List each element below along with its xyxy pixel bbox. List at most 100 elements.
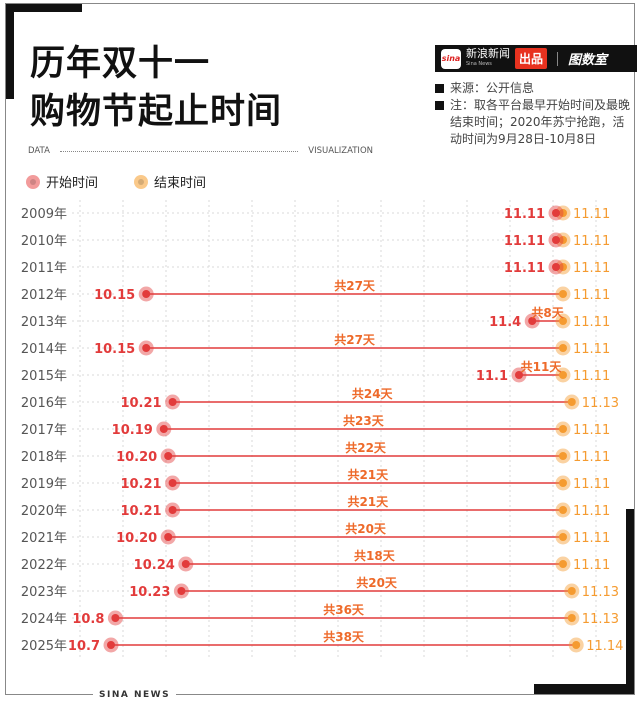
legend-label: 结束时间 [154,176,207,191]
footer-label: SINA NEWS [93,690,177,700]
duration-label: 共27天 [334,332,376,347]
start-point [168,479,177,487]
end-point [559,317,567,325]
duration-label: 共20天 [356,575,398,590]
start-point [142,344,151,352]
year-label: 2020年 [21,504,67,519]
sina-logo-icon: sina [441,48,461,69]
duration-label: 共36天 [323,602,365,617]
start-label: 10.24 [134,558,175,573]
bullet-square-icon [435,101,444,110]
end-label: 11.13 [582,585,619,600]
duration-label: 共38天 [323,629,365,644]
brand-bar: sina 新浪新闻 Sina News 出品 图数室 [435,45,637,72]
brand-name: 新浪新闻 Sina News [466,46,510,69]
brand-name-cn: 新浪新闻 [466,46,510,60]
end-point [559,506,567,514]
duration-label: 共27天 [334,278,376,293]
year-label: 2022年 [21,558,67,573]
end-label: 11.11 [573,342,610,357]
frame [5,3,635,695]
end-label: 11.11 [573,288,610,303]
start-point [164,533,173,541]
start-point [111,614,120,622]
brand-badge: 出品 [515,48,548,69]
legend-label: 开始时间 [46,176,99,191]
duration-label: 共20天 [345,521,387,536]
end-point [559,371,567,379]
chart-title: 历年双十一 购物节起止时间 [30,40,282,136]
notes: 来源：公开信息 注：取各平台最早开始时间及最晚结束时间；2020年苏宁抢跑，活动… [435,80,635,148]
end-label: 11.11 [573,369,610,384]
duration-label: 共22天 [345,440,387,455]
year-label: 2016年 [21,396,67,411]
start-point [181,560,190,568]
year-label: 2011年 [21,261,67,276]
end-label: 11.11 [573,315,610,330]
year-label: 2009年 [21,207,67,222]
start-label: 11.11 [504,207,545,222]
end-label: 11.11 [573,423,610,438]
start-point [168,506,177,514]
start-label: 11.11 [504,261,545,276]
visualization-label: VISUALIZATION [308,146,373,156]
legend-item-end: 结束时间 [134,172,206,191]
start-point [515,371,523,379]
end-point [559,236,567,244]
year-label: 2017年 [21,423,67,438]
year-label: 2014年 [21,342,67,357]
start-label: 10.20 [116,450,157,465]
start-label: 10.20 [116,531,157,546]
brand-name-en: Sina News [466,60,492,67]
end-point [567,398,576,406]
end-point [572,641,581,649]
corner-decoration [6,4,14,99]
start-label: 10.23 [129,585,170,600]
year-label: 2025年 [21,639,67,654]
note-remark: 注：取各平台最早开始时间及最晚结束时间；2020年苏宁抢跑，活动时间为9月28日… [435,97,635,148]
end-point [567,614,576,622]
corner-decoration [534,684,634,694]
title-line-2: 购物节起止时间 [30,92,283,132]
start-point [528,317,537,325]
end-label: 11.11 [573,477,610,492]
note-text: 注：取各平台最早开始时间及最晚结束时间；2020年苏宁抢跑，活动时间为9月28日… [450,98,631,146]
end-label: 11.13 [582,612,619,627]
end-point [559,425,567,433]
end-label: 11.11 [573,450,610,465]
start-point [552,236,560,244]
start-point [177,587,186,595]
legend-item-start: 开始时间 [26,172,98,191]
duration-label: 共8天 [531,305,564,320]
start-label: 10.15 [94,342,135,357]
start-point [107,641,115,649]
year-label: 2021年 [21,531,67,546]
start-point [159,425,168,433]
year-label: 2010年 [21,234,67,249]
duration-label: 共18天 [354,548,396,563]
bullet-square-icon [435,84,444,93]
start-label: 11.1 [476,369,508,384]
duration-label: 共21天 [347,494,389,509]
data-label: DATA [28,146,50,156]
end-dot-icon [134,174,149,189]
start-label: 11.4 [489,315,521,330]
note-text: 来源：公开信息 [450,81,535,95]
year-label: 2018年 [21,450,67,465]
start-point [168,398,177,406]
legend: 开始时间 结束时间 [26,172,206,191]
start-label: 10.21 [120,396,161,411]
duration-label: 共21天 [347,467,389,482]
note-source: 来源：公开信息 [435,80,635,97]
end-point [567,587,576,595]
end-label: 11.11 [573,207,610,222]
start-label: 10.21 [120,504,161,519]
end-label: 11.11 [573,558,610,573]
end-point [559,209,567,217]
duration-label: 共23天 [343,413,385,428]
year-label: 2015年 [21,369,67,384]
end-point [559,263,567,271]
year-label: 2024年 [21,612,67,627]
end-label: 11.13 [582,396,619,411]
